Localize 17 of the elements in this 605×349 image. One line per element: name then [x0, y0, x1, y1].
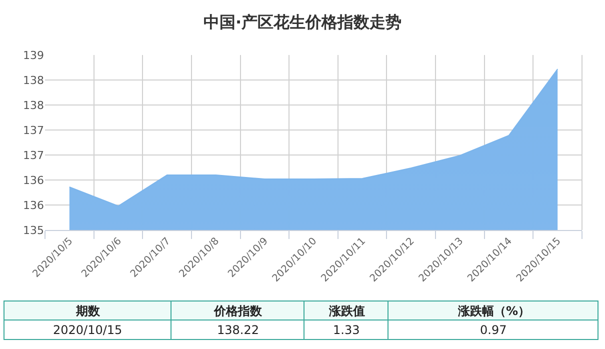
y-tick-label: 138 [23, 74, 44, 87]
y-tick-label: 137 [23, 148, 44, 162]
text: 价格指数 [213, 304, 263, 318]
y-tick-label: 136 [23, 198, 44, 212]
y-tick-label: 135 [23, 224, 44, 237]
text: 期数 [75, 304, 101, 318]
chart-title: 中国·产区花生价格指数走势 [203, 12, 402, 32]
text: 涨跌值 [328, 304, 365, 318]
y-tick-label: 138 [23, 98, 44, 112]
text: 2020/10/15 [53, 323, 122, 337]
y-tick-label: 137 [23, 124, 44, 137]
text: 1.33 [333, 323, 360, 337]
y-tick-label: 139 [23, 48, 44, 62]
text: 0.97 [480, 323, 507, 337]
text: 涨跌幅（%） [457, 304, 530, 318]
y-tick-label: 136 [23, 174, 44, 187]
text: 138.22 [217, 323, 259, 337]
